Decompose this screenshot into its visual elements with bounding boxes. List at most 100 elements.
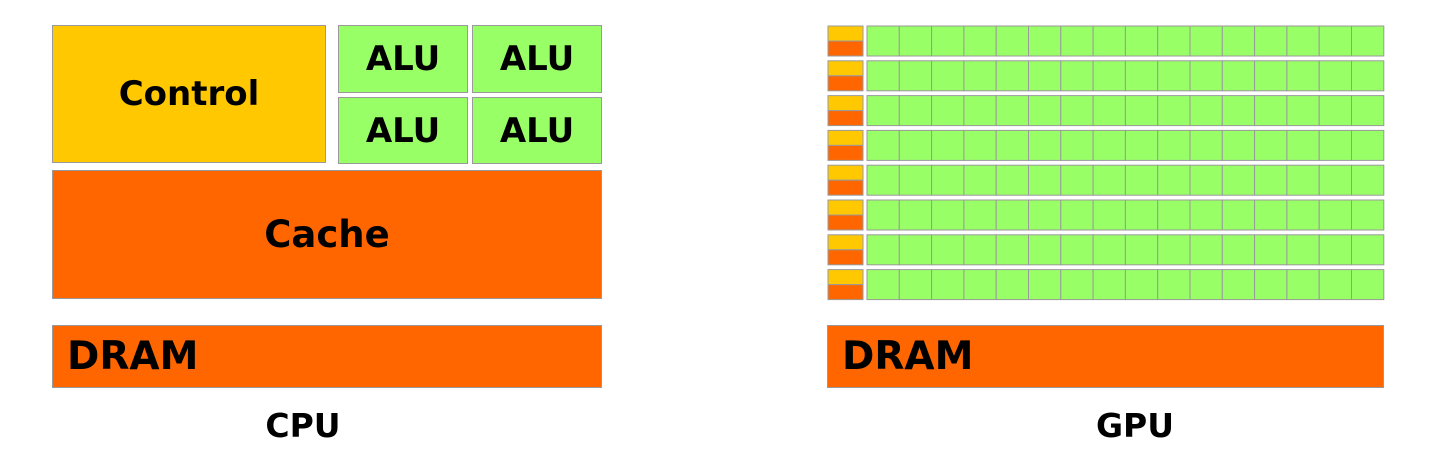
gpu-alu-cell: [866, 60, 900, 92]
gpu-alu-cell: [1092, 199, 1126, 231]
gpu-alu-cell: [1124, 164, 1159, 196]
gpu-dram-block: DRAM: [827, 325, 1384, 388]
gpu-alu-cell: [1157, 234, 1191, 266]
gpu-alu-cell: [866, 199, 900, 231]
cpu-control-label: Control: [118, 74, 260, 114]
gpu-alu-cell: [963, 129, 997, 161]
gpu-alu-cell: [1254, 95, 1288, 127]
gpu-alu-cell: [866, 95, 900, 127]
gpu-alu-cell: [1060, 164, 1094, 196]
gpu-alu-cell: [995, 164, 1030, 196]
gpu-control-cell: [827, 60, 864, 77]
gpu-alu-cell: [1028, 199, 1062, 231]
gpu-cache-cell: [827, 144, 864, 161]
gpu-cache-cell: [827, 249, 864, 266]
gpu-alu-cell: [1092, 25, 1126, 57]
gpu-cache-cell: [827, 75, 864, 92]
gpu-alu-cell: [1221, 199, 1256, 231]
gpu-alu-cell: [1157, 95, 1191, 127]
gpu-alu-cell: [1060, 60, 1094, 92]
gpu-alu-cell: [1254, 234, 1288, 266]
gpu-cache-cell: [827, 179, 864, 196]
gpu-control-cell: [827, 164, 864, 181]
gpu-alu-cell: [1189, 25, 1223, 57]
gpu-alu-cell: [931, 199, 965, 231]
gpu-alu-cell: [1318, 234, 1352, 266]
gpu-alu-cell: [1157, 164, 1191, 196]
gpu-alu-cell: [963, 269, 997, 301]
gpu-alu-cell: [1286, 164, 1320, 196]
gpu-alu-cell: [1189, 60, 1223, 92]
gpu-alu-cell: [931, 129, 965, 161]
gpu-alu-cell: [1060, 25, 1094, 57]
gpu-alu-cell: [898, 60, 933, 92]
cpu-cache-block: Cache: [52, 170, 602, 299]
gpu-alu-cell: [1221, 164, 1256, 196]
gpu-alu-cell: [1286, 95, 1320, 127]
gpu-alu-cell: [1028, 25, 1062, 57]
gpu-alu-cell: [1124, 95, 1159, 127]
gpu-alu-cell: [1028, 164, 1062, 196]
gpu-alu-cell: [1028, 60, 1062, 92]
gpu-alu-cell: [1286, 269, 1320, 301]
gpu-alu-cell: [1318, 199, 1352, 231]
gpu-alu-cell: [1157, 269, 1191, 301]
gpu-alu-cell: [963, 60, 997, 92]
gpu-alu-cell: [1060, 95, 1094, 127]
gpu-alu-cell: [1028, 234, 1062, 266]
gpu-alu-cell: [1351, 25, 1385, 57]
gpu-alu-cell: [1189, 199, 1223, 231]
gpu-alu-cell: [931, 269, 965, 301]
gpu-alu-cell: [1286, 25, 1320, 57]
gpu-alu-cell: [1318, 269, 1352, 301]
gpu-alu-cell: [898, 234, 933, 266]
gpu-control-cell: [827, 234, 864, 251]
gpu-alu-cell: [1351, 60, 1385, 92]
cpu-alu-label: ALU: [499, 39, 575, 79]
gpu-alu-cell: [995, 25, 1030, 57]
gpu-alu-cell: [898, 25, 933, 57]
gpu-alu-cell: [1221, 234, 1256, 266]
gpu-alu-cell: [1092, 269, 1126, 301]
gpu-alu-cell: [995, 95, 1030, 127]
gpu-alu-cell: [1189, 269, 1223, 301]
gpu-alu-cell: [1351, 269, 1385, 301]
gpu-alu-cell: [1028, 95, 1062, 127]
gpu-alu-cell: [866, 25, 900, 57]
cpu-alu-block: ALU: [338, 97, 468, 164]
gpu-alu-cell: [931, 60, 965, 92]
gpu-alu-cell: [1221, 95, 1256, 127]
gpu-alu-cell: [898, 129, 933, 161]
gpu-alu-cell: [1157, 25, 1191, 57]
gpu-alu-cell: [1286, 199, 1320, 231]
gpu-alu-cell: [1286, 129, 1320, 161]
gpu-alu-cell: [1028, 129, 1062, 161]
gpu-alu-cell: [995, 199, 1030, 231]
cpu-dram-block: DRAM: [52, 325, 602, 388]
gpu-control-cell: [827, 269, 864, 286]
gpu-alu-cell: [1318, 164, 1352, 196]
gpu-alu-cell: [866, 129, 900, 161]
gpu-alu-cell: [866, 164, 900, 196]
gpu-alu-cell: [995, 129, 1030, 161]
gpu-alu-cell: [995, 60, 1030, 92]
cpu-cache-label: Cache: [264, 213, 390, 256]
gpu-alu-cell: [931, 95, 965, 127]
gpu-alu-cell: [1060, 199, 1094, 231]
gpu-alu-cell: [995, 234, 1030, 266]
gpu-alu-cell: [1318, 25, 1352, 57]
gpu-alu-cell: [1092, 129, 1126, 161]
gpu-alu-cell: [1221, 129, 1256, 161]
cpu-dram-label: DRAM: [67, 334, 199, 379]
gpu-control-cell: [827, 25, 864, 42]
cpu-alu-block: ALU: [338, 25, 468, 93]
gpu-alu-cell: [1157, 60, 1191, 92]
gpu-dram-label: DRAM: [842, 334, 974, 379]
gpu-alu-cell: [898, 199, 933, 231]
gpu-alu-cell: [1092, 95, 1126, 127]
gpu-alu-cell: [1221, 60, 1256, 92]
gpu-alu-cell: [1124, 60, 1159, 92]
gpu-alu-cell: [1124, 25, 1159, 57]
gpu-alu-cell: [1221, 269, 1256, 301]
gpu-alu-cell: [1351, 95, 1385, 127]
